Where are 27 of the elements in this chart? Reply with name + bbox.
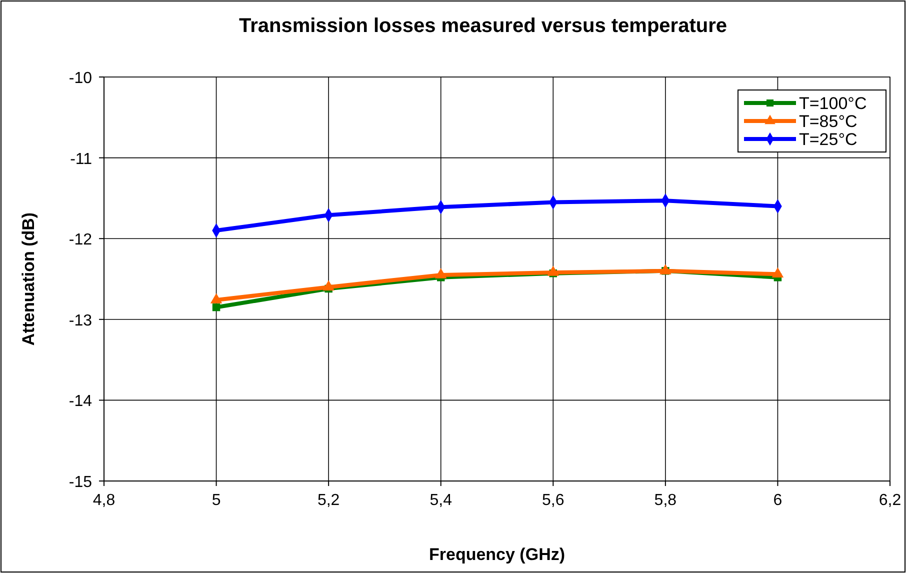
- chart-title: Transmission losses measured versus temperature: [238, 15, 728, 37]
- point: [212, 303, 220, 312]
- point: [660, 264, 672, 274]
- point: [322, 280, 334, 290]
- x-tick-label: 5,8: [654, 492, 677, 509]
- y-tick-label: -12: [68, 232, 92, 249]
- point: [434, 268, 447, 278]
- y-tick-label: -11: [70, 150, 92, 168]
- point: [210, 293, 222, 304]
- x-axis-title: Frequency (GHz): [428, 545, 566, 564]
- legend-label: T=85°C: [799, 112, 858, 131]
- x-tick-label: 6: [773, 492, 782, 509]
- x-tick-label: 5: [212, 492, 221, 509]
- legend-label: T=100°C: [799, 94, 867, 113]
- y-tick-label: -10: [68, 70, 92, 87]
- y-tick-label: -13: [68, 312, 92, 330]
- point: [772, 267, 784, 278]
- legend-label: T=25°C: [799, 130, 858, 149]
- x-tick-label: 5,6: [542, 492, 564, 509]
- x-tick-label: 5,2: [317, 492, 340, 509]
- x-tick-label: 5,4: [430, 492, 452, 509]
- x-tick-label: 6,2: [878, 492, 902, 509]
- y-tick-label: -15: [68, 474, 92, 491]
- x-tick-label: 4,8: [92, 492, 116, 509]
- point: [547, 266, 560, 276]
- y-tick-label: -14: [68, 393, 92, 410]
- y-axis-title: Attenuation (dB): [19, 212, 38, 346]
